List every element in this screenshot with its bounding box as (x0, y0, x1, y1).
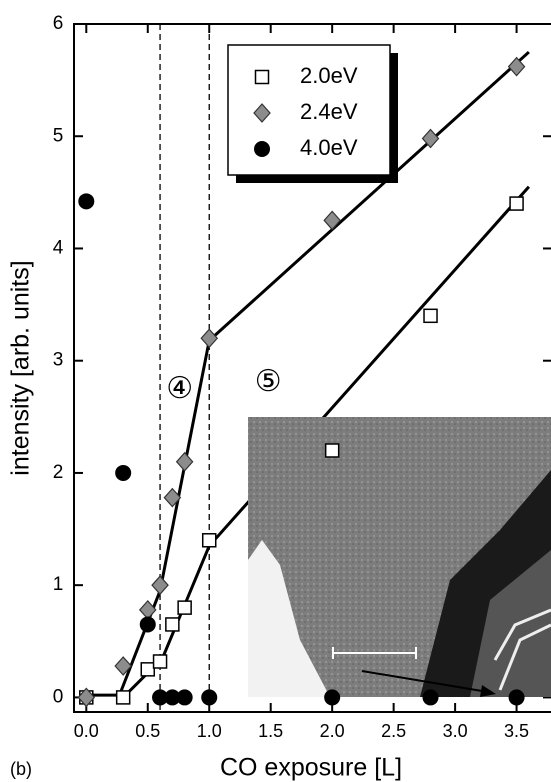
marker-circle (115, 465, 131, 481)
marker-diamond (152, 576, 168, 594)
chart: 0.0 0.5 1.0 1.5 2.0 2.5 3.0 3.5 0 1 2 3 4 5 6 2.0eV 2.4e… (0, 0, 551, 782)
marker-diamond (201, 329, 217, 347)
x-tick-label: 0.0 (74, 721, 99, 741)
x-tick-label: 2.0 (320, 721, 345, 741)
marker-circle (509, 689, 525, 705)
page: {"chart_data": {"type": "scatter", "pane… (0, 0, 551, 782)
marker-square (510, 197, 523, 210)
marker-square (166, 618, 179, 631)
legend-label: 4.0eV (300, 135, 358, 160)
x-tick-label: 3.5 (504, 721, 529, 741)
marker-circle (254, 141, 270, 157)
y-tick-label: 2 (53, 462, 64, 483)
y-tick-label: 6 (53, 13, 64, 34)
marker-square (256, 71, 269, 84)
marker-circle (177, 689, 193, 705)
marker-diamond (324, 211, 340, 229)
annotation: ⑤ (255, 365, 282, 398)
y-tick-label: 0 (53, 686, 64, 707)
stm-image-inset (248, 417, 551, 697)
marker-circle (324, 689, 340, 705)
marker-circle (140, 616, 156, 632)
x-tick-label: 1.0 (197, 721, 222, 741)
x-tick-label: 0.5 (135, 721, 160, 741)
marker-square (203, 534, 216, 547)
legend-label: 2.4eV (300, 99, 358, 124)
marker-circle (423, 689, 439, 705)
marker-circle (201, 689, 217, 705)
marker-diamond (177, 453, 193, 471)
y-tick-label: 3 (53, 350, 64, 371)
legend: 2.0eV 2.4eV 4.0eV (228, 45, 398, 183)
marker-square (326, 444, 339, 457)
marker-diamond (509, 58, 525, 76)
x-axis-title: CO exposure [L] (220, 754, 402, 782)
y-tick-label: 1 (53, 574, 64, 595)
x-tick-label: 1.5 (258, 721, 283, 741)
marker-square (141, 663, 154, 676)
marker-square (178, 601, 191, 614)
y-tick-label: 5 (53, 125, 64, 146)
y-axis-title: intensity [arb. units] (7, 260, 35, 475)
x-tick-label: 3.0 (443, 721, 468, 741)
x-tick-label: 2.5 (381, 721, 406, 741)
marker-square (117, 691, 130, 704)
marker-diamond (140, 601, 156, 619)
legend-label: 2.0eV (300, 63, 358, 88)
annotation: ④ (166, 372, 193, 405)
panel-label: (b) (10, 759, 32, 779)
y-tick-label: 4 (53, 237, 64, 258)
marker-square (424, 309, 437, 322)
marker-circle (78, 193, 94, 209)
marker-square (154, 655, 167, 668)
